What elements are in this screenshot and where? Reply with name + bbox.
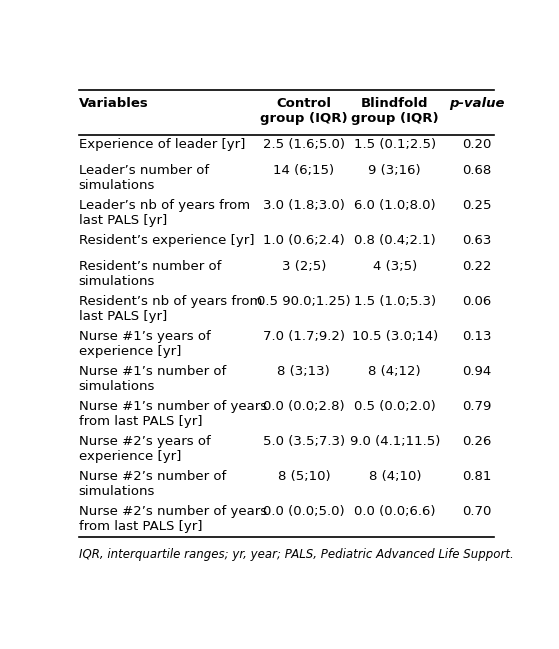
Text: 8 (3;13): 8 (3;13)	[277, 365, 330, 378]
Text: 8 (4;10): 8 (4;10)	[368, 470, 421, 483]
Text: Resident’s number of
simulations: Resident’s number of simulations	[78, 260, 221, 288]
Text: 1.0 (0.6;2.4): 1.0 (0.6;2.4)	[263, 234, 345, 247]
Text: 0.63: 0.63	[462, 234, 492, 247]
Text: 3.0 (1.8;3.0): 3.0 (1.8;3.0)	[263, 199, 345, 212]
Text: 14 (6;15): 14 (6;15)	[273, 164, 334, 177]
Text: Nurse #2’s number of
simulations: Nurse #2’s number of simulations	[78, 470, 226, 498]
Text: p-value: p-value	[449, 97, 505, 110]
Text: 0.81: 0.81	[462, 470, 492, 483]
Text: 0.79: 0.79	[462, 400, 492, 413]
Text: Experience of leader [yr]: Experience of leader [yr]	[78, 138, 245, 151]
Text: Nurse #2’s years of
experience [yr]: Nurse #2’s years of experience [yr]	[78, 435, 210, 463]
Text: Nurse #1’s number of
simulations: Nurse #1’s number of simulations	[78, 365, 226, 393]
Text: 0.25: 0.25	[462, 199, 492, 212]
Text: Resident’s nb of years from
last PALS [yr]: Resident’s nb of years from last PALS [y…	[78, 295, 262, 323]
Text: Leader’s number of
simulations: Leader’s number of simulations	[78, 164, 209, 192]
Text: 9 (3;16): 9 (3;16)	[368, 164, 421, 177]
Text: IQR, interquartile ranges; yr, year; PALS, Pediatric Advanced Life Support.: IQR, interquartile ranges; yr, year; PAL…	[78, 548, 513, 561]
Text: 2.5 (1.6;5.0): 2.5 (1.6;5.0)	[263, 138, 345, 151]
Text: 0.5 (0.0;2.0): 0.5 (0.0;2.0)	[354, 400, 435, 413]
Text: Nurse #1’s number of years
from last PALS [yr]: Nurse #1’s number of years from last PAL…	[78, 400, 267, 428]
Text: 8 (4;12): 8 (4;12)	[368, 365, 421, 378]
Text: 0.20: 0.20	[462, 138, 492, 151]
Text: 4 (3;5): 4 (3;5)	[373, 260, 417, 273]
Text: 1.5 (0.1;2.5): 1.5 (0.1;2.5)	[354, 138, 436, 151]
Text: 0.0 (0.0;6.6): 0.0 (0.0;6.6)	[354, 505, 435, 518]
Text: 0.68: 0.68	[462, 164, 492, 177]
Text: 0.26: 0.26	[462, 435, 492, 448]
Text: Blindfold
group (IQR): Blindfold group (IQR)	[351, 97, 439, 125]
Text: 0.0 (0.0;2.8): 0.0 (0.0;2.8)	[263, 400, 345, 413]
Text: 5.0 (3.5;7.3): 5.0 (3.5;7.3)	[263, 435, 345, 448]
Text: Variables: Variables	[78, 97, 148, 110]
Text: Resident’s experience [yr]: Resident’s experience [yr]	[78, 234, 254, 247]
Text: 9.0 (4.1;11.5): 9.0 (4.1;11.5)	[349, 435, 440, 448]
Text: Control
group (IQR): Control group (IQR)	[260, 97, 348, 125]
Text: 1.5 (1.0;5.3): 1.5 (1.0;5.3)	[354, 295, 436, 308]
Text: 0.8 (0.4;2.1): 0.8 (0.4;2.1)	[354, 234, 435, 247]
Text: 0.0 (0.0;5.0): 0.0 (0.0;5.0)	[263, 505, 345, 518]
Text: 6.0 (1.0;8.0): 6.0 (1.0;8.0)	[354, 199, 435, 212]
Text: 8 (5;10): 8 (5;10)	[277, 470, 330, 483]
Text: 7.0 (1.7;9.2): 7.0 (1.7;9.2)	[263, 330, 345, 343]
Text: 0.5 90.0;1.25): 0.5 90.0;1.25)	[257, 295, 350, 308]
Text: 3 (2;5): 3 (2;5)	[282, 260, 326, 273]
Text: 0.06: 0.06	[462, 295, 492, 308]
Text: 0.22: 0.22	[462, 260, 492, 273]
Text: 0.94: 0.94	[462, 365, 492, 378]
Text: Leader’s nb of years from
last PALS [yr]: Leader’s nb of years from last PALS [yr]	[78, 199, 250, 227]
Text: 10.5 (3.0;14): 10.5 (3.0;14)	[352, 330, 438, 343]
Text: Nurse #2’s number of years
from last PALS [yr]: Nurse #2’s number of years from last PAL…	[78, 505, 267, 533]
Text: Nurse #1’s years of
experience [yr]: Nurse #1’s years of experience [yr]	[78, 330, 210, 358]
Text: 0.13: 0.13	[462, 330, 492, 343]
Text: 0.70: 0.70	[462, 505, 492, 518]
